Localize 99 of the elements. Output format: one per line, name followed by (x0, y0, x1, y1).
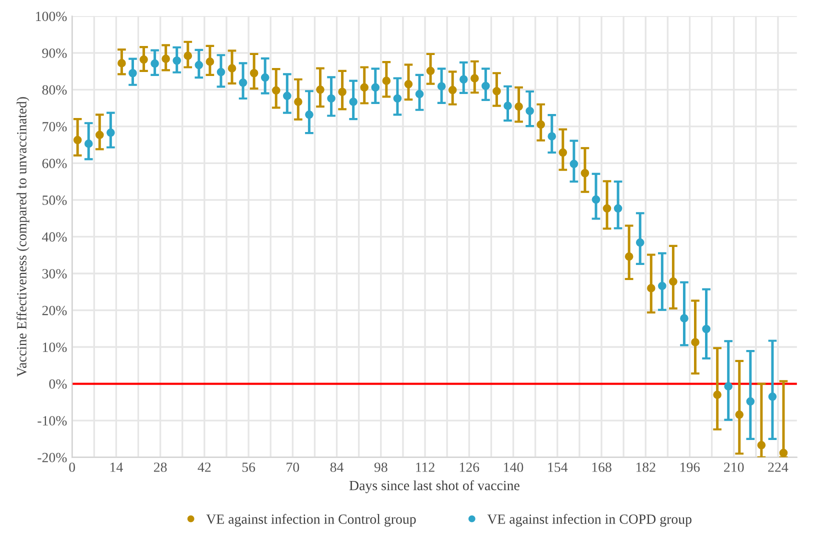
point (216, 68, 226, 76)
point (624, 252, 634, 261)
x-tick-label: 84 (330, 462, 344, 472)
point (580, 168, 590, 178)
point (272, 86, 280, 95)
y-tick-label: -20% (38, 452, 67, 462)
point (713, 390, 722, 399)
point (238, 78, 248, 87)
point (426, 66, 435, 76)
y-tick-label: 0% (49, 379, 67, 389)
point (172, 56, 182, 65)
x-tick-label: 28 (154, 462, 167, 472)
x-tick-label: 224 (768, 462, 788, 472)
x-axis-title: Days since last shot of vaccine (349, 480, 520, 494)
point (459, 75, 468, 84)
x-tick-label: 168 (592, 462, 612, 472)
point (768, 392, 777, 401)
point (194, 60, 204, 70)
point (558, 148, 568, 157)
point (526, 106, 534, 116)
point (536, 120, 546, 129)
point (106, 128, 115, 137)
point (702, 324, 710, 334)
point (150, 59, 159, 68)
point (470, 74, 479, 82)
point (570, 160, 578, 168)
x-tick-label: 154 (548, 462, 568, 472)
point (404, 80, 413, 88)
point (514, 102, 523, 111)
point (691, 338, 700, 346)
x-tick-label: 0 (69, 462, 76, 472)
point (779, 448, 788, 458)
x-tick-label: 140 (504, 462, 524, 472)
point (614, 204, 622, 213)
point (118, 59, 126, 68)
point (84, 140, 93, 148)
point (602, 204, 612, 213)
y-tick-label: 20% (42, 306, 67, 316)
point (482, 82, 490, 90)
x-tick-label: 210 (724, 462, 744, 472)
point (735, 410, 744, 419)
x-tick-label: 14 (110, 462, 123, 472)
point (382, 76, 391, 86)
point (669, 277, 678, 286)
legend-label: VE against infection in COPD group (487, 514, 692, 527)
y-tick-label: 70% (42, 122, 67, 132)
point (504, 102, 512, 110)
point (338, 88, 346, 96)
point (592, 195, 600, 204)
x-tick-label: 112 (416, 462, 434, 472)
point (548, 132, 556, 141)
x-tick-label: 98 (374, 462, 388, 472)
y-tick-label: 80% (42, 85, 67, 95)
point (184, 52, 192, 60)
point (636, 238, 644, 247)
point (658, 282, 666, 290)
y-tick-label: 30% (42, 269, 67, 278)
point (349, 98, 358, 106)
point (128, 68, 137, 78)
point (371, 83, 380, 92)
point (415, 90, 424, 98)
point (680, 314, 688, 322)
x-tick-label: 70 (286, 462, 300, 472)
y-tick-label: -10% (38, 416, 67, 426)
point (282, 92, 292, 100)
y-tick-label: 60% (42, 158, 67, 168)
point (95, 130, 104, 140)
point (492, 86, 501, 96)
x-tick-label: 196 (680, 462, 700, 472)
point (140, 55, 148, 64)
point (724, 382, 733, 391)
point (260, 73, 270, 82)
y-axis-title: Vaccine Effectiveness (compared to unvaccinated) (16, 97, 30, 377)
legend-label: VE against infection in Control group (206, 514, 416, 527)
y-tick-label: 90% (42, 48, 67, 58)
point (305, 110, 314, 119)
point (360, 83, 369, 92)
x-tick-label: 182 (636, 462, 656, 472)
point (316, 86, 324, 94)
point (437, 82, 446, 91)
point (746, 397, 755, 406)
point (757, 441, 766, 450)
point (73, 136, 82, 144)
point (250, 68, 258, 78)
point (327, 94, 336, 103)
point (206, 58, 214, 66)
point (162, 54, 170, 63)
point (393, 94, 402, 103)
y-tick-label: 10% (42, 342, 67, 352)
y-tick-label: 40% (42, 232, 67, 242)
point (228, 64, 236, 73)
point (646, 284, 656, 292)
x-tick-label: 42 (198, 462, 211, 472)
y-tick-label: 50% (42, 196, 67, 205)
y-tick-label: 100% (36, 12, 67, 22)
x-tick-label: 126 (460, 462, 480, 472)
point (448, 86, 457, 94)
x-tick-label: 56 (242, 462, 256, 472)
point (294, 98, 302, 106)
